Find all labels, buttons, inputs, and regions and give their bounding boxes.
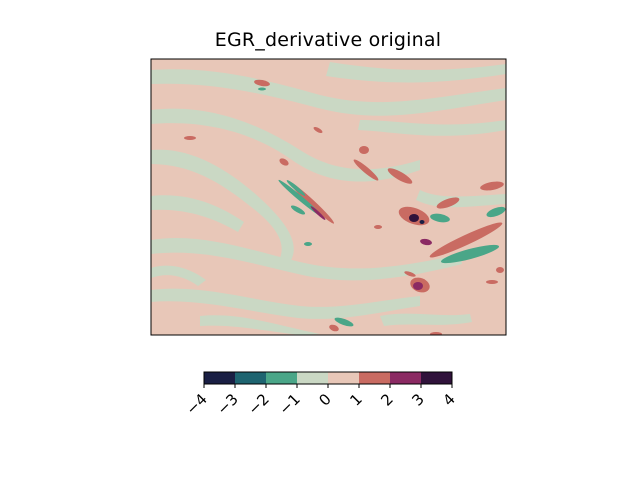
field-feature <box>419 220 425 224</box>
field-feature <box>404 271 416 277</box>
chart-title: EGR_derivative original <box>214 29 442 51</box>
colorbar-ticks: −4 −3 −2 −1 0 1 2 3 4 <box>182 384 459 418</box>
field-feature <box>353 159 379 181</box>
background-band <box>151 195 244 232</box>
background-band <box>151 108 420 182</box>
field-feature <box>334 317 354 327</box>
background-band <box>380 313 472 326</box>
background-band <box>151 69 506 116</box>
field-feature <box>279 158 289 166</box>
field-feature <box>420 238 432 246</box>
colorbar-bin <box>235 372 267 384</box>
field-feature <box>436 197 460 209</box>
background-band <box>151 149 294 262</box>
field-feature <box>486 206 506 218</box>
background-band <box>151 238 462 281</box>
field-feature <box>486 280 498 284</box>
field-feature <box>430 332 442 335</box>
colorbar-bin <box>204 372 236 384</box>
field-feature <box>496 267 504 273</box>
field-feature <box>409 214 419 222</box>
plot-area <box>151 59 506 335</box>
colorbar-tick-label: 0 <box>315 390 334 409</box>
background-band <box>151 265 206 286</box>
colorbar-tick-label: −2 <box>244 390 272 418</box>
field-feature <box>480 181 504 191</box>
field-feature <box>304 242 312 246</box>
colorbar-tick-label: 2 <box>377 390 396 409</box>
colorbar-tick-label: 1 <box>346 390 365 409</box>
field-feature <box>310 206 326 220</box>
colorbar-tick-label: 3 <box>408 390 427 409</box>
field-feature <box>184 136 196 140</box>
background-band <box>416 190 506 208</box>
colorbar-tick-label: −1 <box>275 390 303 418</box>
field-feature <box>387 168 413 184</box>
field-feature <box>254 79 270 87</box>
field-feature <box>258 87 266 91</box>
background-band <box>358 120 506 136</box>
field-feature <box>440 244 500 264</box>
field-feature <box>359 146 369 154</box>
colorbar-bin <box>328 372 360 384</box>
colorbar-bin <box>390 372 422 384</box>
field-feature <box>374 225 382 229</box>
field-feature <box>290 205 306 215</box>
plot-frame <box>150 58 507 336</box>
field-features <box>184 79 506 335</box>
field-feature <box>286 180 306 196</box>
background-band <box>151 288 420 319</box>
colorbar-tick-label: −4 <box>182 390 210 418</box>
background-band <box>200 315 320 335</box>
field-feature <box>429 222 503 258</box>
colorbar-tick-label: 4 <box>439 390 458 409</box>
background-bands <box>151 62 506 335</box>
colorbar-bin <box>359 372 391 384</box>
colorbar-bin <box>266 372 298 384</box>
field-feature <box>413 282 423 290</box>
colorbar-bin <box>297 372 329 384</box>
field-feature <box>313 126 323 134</box>
colorbar-bin <box>421 372 453 384</box>
background-band <box>326 62 506 83</box>
colorbar-tick-label: −3 <box>213 390 241 418</box>
colorbar <box>203 371 453 385</box>
field-feature <box>430 213 450 223</box>
field-feature <box>329 324 339 332</box>
field-feature <box>278 179 322 217</box>
